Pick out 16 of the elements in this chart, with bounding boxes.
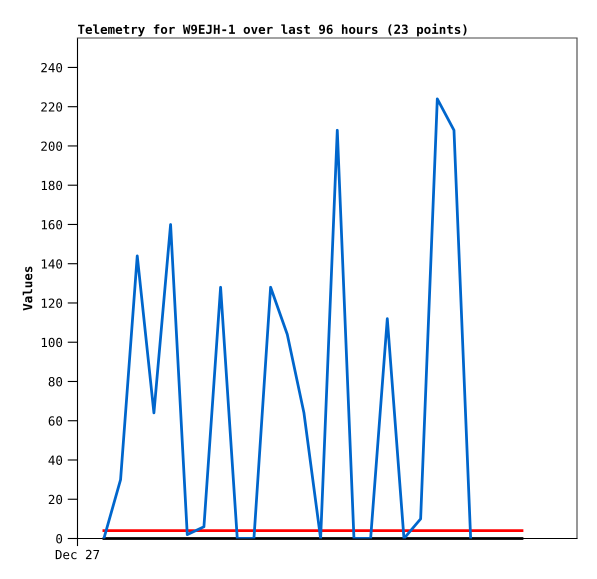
y-tick-label: 60 <box>48 416 62 426</box>
text: Dec 27 <box>56 550 100 560</box>
chart-title: Telemetry for W9EJH-1 over last 96 hours (23 points) <box>78 24 466 36</box>
y-tick-label: 80 <box>48 376 62 386</box>
y-tick-label: 120 <box>42 298 62 308</box>
y-axis-title: Values <box>22 266 32 310</box>
y-tick-label: 100 <box>42 338 62 348</box>
y-tick-label: 160 <box>42 220 62 230</box>
y-tick-label: 200 <box>41 141 62 151</box>
y-tick-label: 180 <box>42 180 62 190</box>
y-tick-label: 40 <box>48 455 62 465</box>
y-tick-label: 0 <box>56 534 62 544</box>
y-tick-label: 140 <box>42 259 62 269</box>
y-tick-label: 220 <box>41 102 62 112</box>
y-tick-label: 20 <box>48 494 62 504</box>
y-tick-label: 240 <box>41 62 62 72</box>
